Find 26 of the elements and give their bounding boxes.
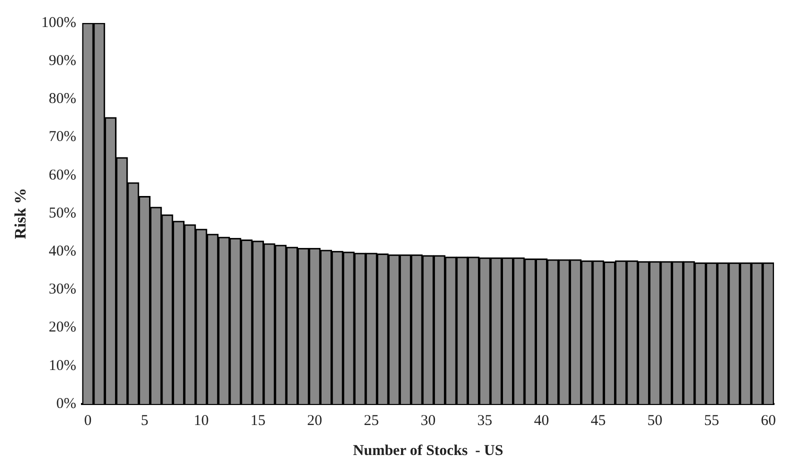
x-tick-label: 0: [84, 412, 92, 429]
y-axis-title: Risk %: [12, 188, 30, 240]
y-tick-label: 10%: [48, 358, 76, 374]
y-tick-label: 50%: [48, 205, 76, 222]
x-tick-label: 15: [250, 412, 266, 429]
x-tick-label: 60: [760, 412, 776, 429]
y-tick-label: 20%: [48, 320, 76, 336]
x-tick-label: 30: [420, 412, 436, 429]
x-tick-label: 40: [534, 412, 550, 429]
y-tick-label: 0%: [56, 396, 76, 412]
y-tick-label: 100%: [41, 14, 76, 31]
y-tick-label: 60%: [48, 167, 76, 184]
x-tick-label: 20: [307, 412, 322, 429]
x-tick-label: 10: [194, 412, 209, 429]
y-tick-label: 90%: [48, 53, 76, 70]
x-tick-label: 5: [140, 412, 148, 429]
y-tick-label: 40%: [48, 244, 76, 260]
y-tick-label: 70%: [48, 129, 76, 146]
x-axis-title: Number of Stocks - US: [353, 442, 504, 459]
x-tick-label: 25: [364, 412, 379, 429]
x-tick-label: 45: [590, 412, 606, 429]
x-tick-label: 55: [704, 412, 720, 429]
x-tick-label: 35: [477, 412, 492, 429]
x-tick-label: 50: [647, 412, 662, 429]
y-tick-label: 30%: [48, 282, 76, 298]
y-tick-label: 80%: [48, 91, 76, 108]
